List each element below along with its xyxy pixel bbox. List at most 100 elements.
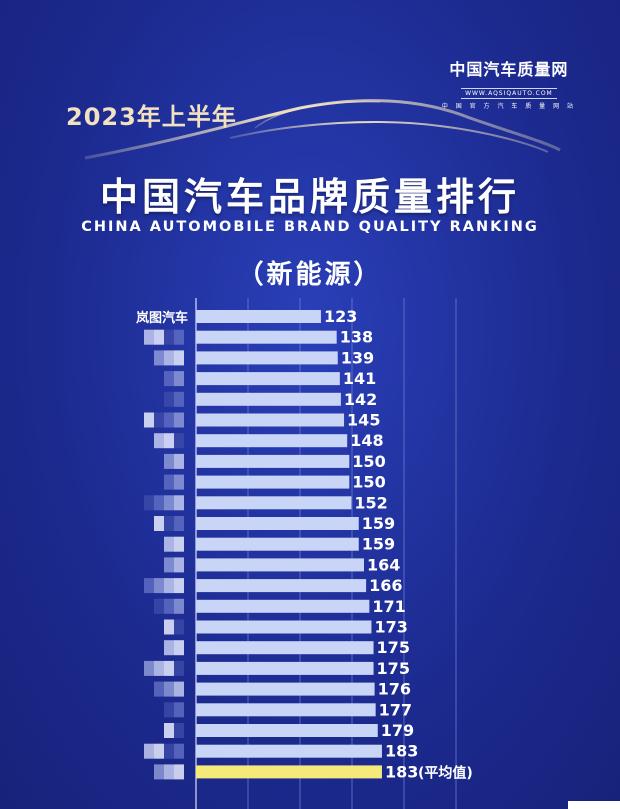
obscured-category-label — [174, 681, 184, 697]
bar-value-label: 142 — [344, 390, 377, 409]
obscured-category-label — [174, 474, 184, 490]
obscured-category-label — [144, 660, 154, 676]
bar — [196, 413, 345, 427]
obscured-category-label — [174, 764, 184, 780]
obscured-category-label — [164, 433, 174, 449]
bar — [196, 724, 378, 737]
obscured-category-label — [164, 474, 174, 490]
obscured-category-label — [164, 723, 174, 738]
obscured-category-label — [174, 723, 184, 738]
period-label: 2023年上半年 — [66, 103, 237, 131]
obscured-category-label — [174, 453, 184, 469]
chart-bars: 123岚图汽车138139141142145148150150152159159… — [136, 307, 473, 781]
obscured-category-label — [174, 660, 184, 676]
obscured-category-label — [164, 329, 174, 345]
obscured-category-label — [164, 516, 174, 531]
average-note: (平均值) — [418, 764, 473, 781]
bar-value-label: 145 — [347, 411, 380, 430]
bar-value-label: 171 — [372, 597, 405, 616]
bar — [196, 517, 359, 530]
bar — [196, 661, 374, 675]
bar-value-label: 152 — [354, 493, 387, 512]
brand-subtitle: 中 国 官 方 汽 车 质 量 网 站 — [441, 103, 576, 110]
brand-name: 中国汽车质量网 — [449, 60, 569, 79]
obscured-category-label — [164, 578, 174, 594]
bar-value-label: 164 — [367, 555, 400, 574]
bar-value-label: 123 — [324, 307, 357, 326]
obscured-category-label — [164, 412, 174, 428]
obscured-category-label — [154, 350, 164, 366]
obscured-category-label — [154, 433, 164, 449]
page-subtitle: （新能源） — [237, 260, 383, 290]
obscured-category-label — [154, 764, 164, 780]
bar — [196, 454, 350, 468]
obscured-category-label — [144, 329, 154, 345]
bar — [196, 682, 375, 696]
obscured-category-label — [174, 743, 184, 759]
obscured-category-label — [174, 391, 184, 407]
obscured-category-label — [154, 681, 164, 697]
bar-value-label: 159 — [362, 535, 395, 554]
obscured-category-label — [154, 660, 164, 676]
bar — [196, 620, 372, 634]
bottom-strip — [568, 801, 620, 809]
obscured-category-label — [154, 598, 164, 614]
bar-value-label: 173 — [374, 618, 407, 637]
obscured-category-label — [174, 433, 184, 449]
bar-value-label: 183 — [385, 742, 418, 761]
bar-value-label: 175 — [377, 638, 410, 657]
brand-url: WWW.AQSIQAUTO.COM — [461, 88, 557, 99]
bar — [196, 703, 376, 717]
bar-value-label: 166 — [369, 576, 402, 595]
bar-value-label: 150 — [352, 473, 385, 492]
bar — [196, 558, 364, 572]
obscured-category-label — [174, 350, 184, 366]
bar — [196, 372, 340, 386]
obscured-category-label — [164, 743, 174, 759]
page-title-english: CHINA AUTOMOBILE BRAND QUALITY RANKING — [81, 219, 539, 235]
bar — [196, 392, 341, 406]
bar-value-label: 175 — [377, 659, 410, 678]
obscured-category-label — [174, 557, 184, 573]
car-swoosh-graphic — [84, 99, 561, 160]
obscured-category-label — [164, 764, 174, 780]
obscured-category-label — [154, 495, 164, 511]
obscured-category-label — [174, 536, 184, 552]
obscured-category-label — [174, 619, 184, 635]
bar-value-label: 138 — [340, 328, 373, 347]
bar-value-label: 148 — [350, 431, 383, 450]
obscured-category-label — [164, 453, 174, 469]
bar-value-label: 159 — [362, 514, 395, 533]
bar — [196, 599, 370, 613]
obscured-category-label — [174, 516, 184, 531]
page-title: 中国汽车品牌质量排行 — [99, 175, 520, 219]
obscured-category-label — [174, 702, 184, 718]
brand-logo: 中国汽车质量网 WWW.AQSIQAUTO.COM 中 国 官 方 汽 车 质 … — [442, 56, 576, 110]
bar — [196, 310, 321, 323]
obscured-category-label — [144, 578, 154, 594]
bar — [196, 475, 350, 489]
bar-value-label: 150 — [352, 452, 385, 471]
bar-value-label: 139 — [341, 348, 374, 367]
bar — [196, 579, 367, 593]
bar-value-label: 141 — [343, 369, 376, 388]
obscured-category-label — [164, 371, 174, 387]
obscured-category-label — [174, 412, 184, 428]
obscured-category-label — [174, 598, 184, 614]
category-label: 岚图汽车 — [136, 310, 188, 326]
obscured-category-label — [144, 412, 154, 428]
bar — [196, 744, 382, 758]
obscured-category-label — [154, 516, 164, 531]
bar-value-label: 179 — [381, 721, 414, 740]
obscured-category-label — [164, 702, 174, 718]
bar-value-label: 183 — [385, 762, 418, 781]
obscured-category-label — [174, 495, 184, 511]
bar — [196, 351, 338, 365]
obscured-category-label — [164, 640, 174, 656]
obscured-category-label — [164, 660, 174, 676]
obscured-category-label — [174, 640, 184, 656]
obscured-category-label — [164, 495, 174, 511]
bar — [196, 496, 352, 510]
obscured-category-label — [164, 598, 174, 614]
obscured-category-label — [154, 743, 164, 759]
